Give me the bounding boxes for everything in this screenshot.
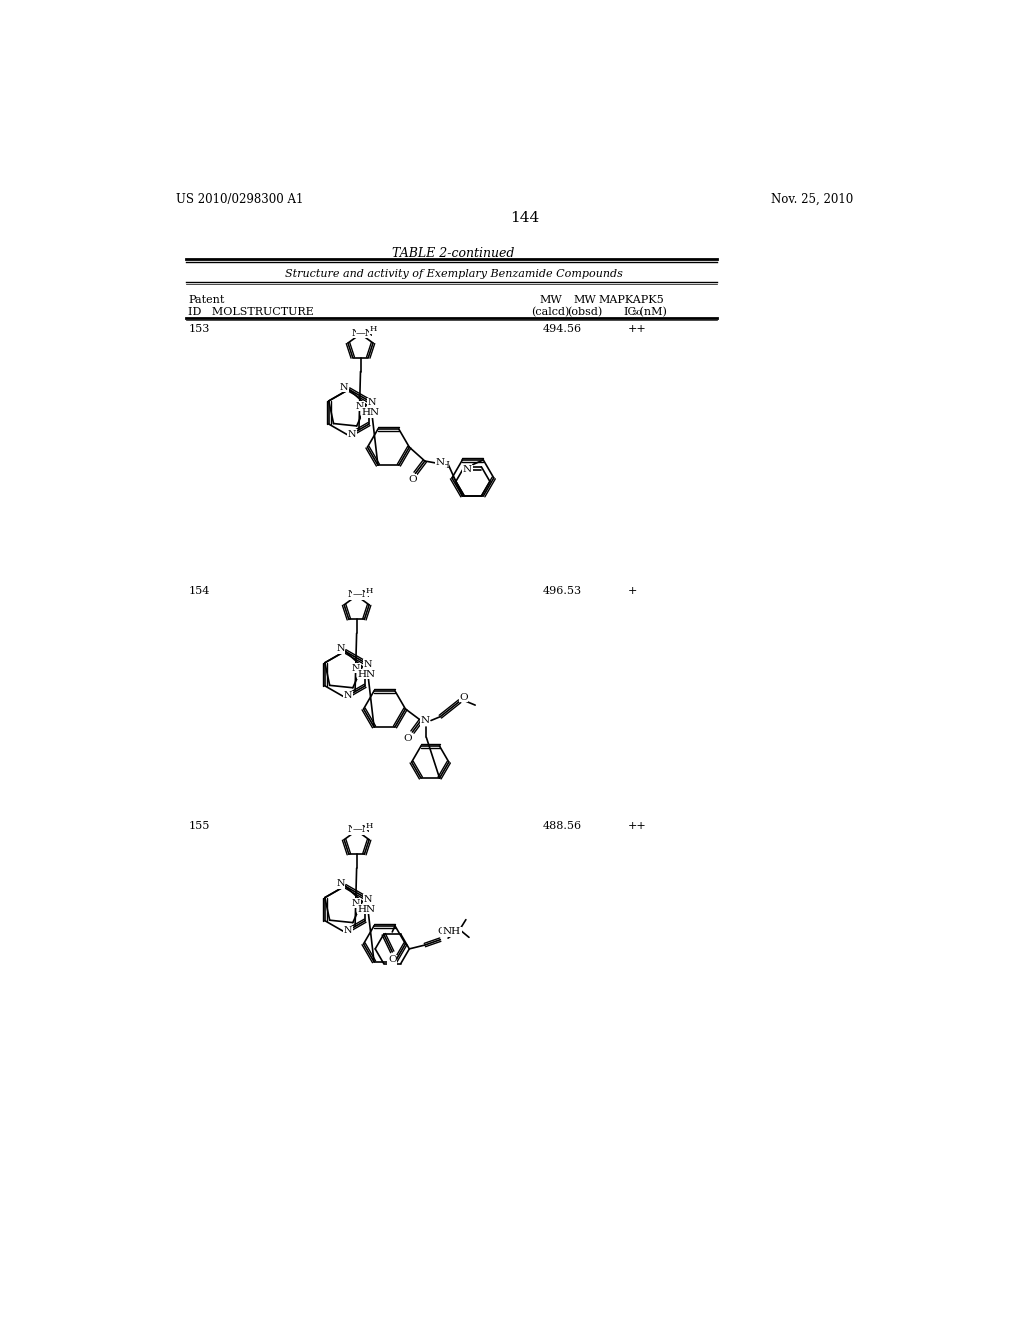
Text: —N: —N [352, 590, 371, 599]
Text: 153: 153 [188, 323, 210, 334]
Text: O: O [388, 956, 396, 964]
Text: ++: ++ [628, 821, 646, 830]
Text: N: N [336, 644, 345, 653]
Text: ID   MOLSTRUCTURE: ID MOLSTRUCTURE [188, 308, 314, 317]
Text: MAPKAPK5: MAPKAPK5 [599, 296, 665, 305]
Text: H: H [366, 822, 373, 830]
Text: MW: MW [573, 296, 597, 305]
Text: N: N [355, 401, 365, 411]
Text: (obsd): (obsd) [567, 308, 603, 317]
Text: 496.53: 496.53 [543, 586, 582, 595]
Text: O: O [409, 475, 417, 484]
Text: +: + [628, 586, 637, 595]
Text: 155: 155 [188, 821, 210, 830]
Text: N: N [348, 590, 356, 599]
Text: N: N [420, 715, 429, 725]
Text: Structure and activity of Exemplary Benzamide Compounds: Structure and activity of Exemplary Benz… [285, 269, 623, 280]
Text: —N: —N [356, 329, 375, 338]
Text: N: N [364, 660, 373, 669]
Text: H: H [366, 587, 373, 595]
Text: N: N [336, 879, 345, 888]
Text: Patent: Patent [188, 296, 225, 305]
Text: O: O [403, 734, 412, 743]
Text: 494.56: 494.56 [543, 323, 582, 334]
Text: H: H [441, 461, 449, 470]
Text: N: N [352, 664, 360, 673]
Text: N: N [351, 329, 360, 338]
Text: N: N [344, 927, 352, 935]
Text: 488.56: 488.56 [543, 821, 582, 830]
Text: (nM): (nM) [636, 308, 668, 317]
Text: US 2010/0298300 A1: US 2010/0298300 A1 [176, 193, 303, 206]
Text: H: H [370, 325, 377, 334]
Text: N: N [463, 466, 472, 474]
Text: 50: 50 [631, 309, 642, 317]
Text: O: O [459, 693, 468, 702]
Text: N: N [340, 383, 348, 392]
Text: HN: HN [361, 408, 379, 417]
Text: N: N [344, 692, 352, 701]
Text: (calcd): (calcd) [531, 308, 569, 317]
Text: N: N [368, 399, 377, 407]
Text: HN: HN [357, 904, 376, 913]
Text: ++: ++ [628, 323, 646, 334]
Text: N: N [348, 825, 356, 834]
Text: Nov. 25, 2010: Nov. 25, 2010 [771, 193, 853, 206]
Text: 144: 144 [510, 211, 540, 224]
Text: HN: HN [357, 669, 376, 678]
Text: N: N [348, 429, 356, 438]
Text: O: O [437, 928, 446, 936]
Text: MW: MW [539, 296, 562, 305]
Text: NH: NH [442, 928, 461, 936]
Text: TABLE 2-continued: TABLE 2-continued [392, 247, 515, 260]
Text: N: N [352, 899, 360, 908]
Text: N: N [436, 458, 444, 467]
Text: N: N [364, 895, 373, 904]
Text: 154: 154 [188, 586, 210, 595]
Text: IC: IC [624, 308, 636, 317]
Text: —N: —N [352, 825, 371, 834]
